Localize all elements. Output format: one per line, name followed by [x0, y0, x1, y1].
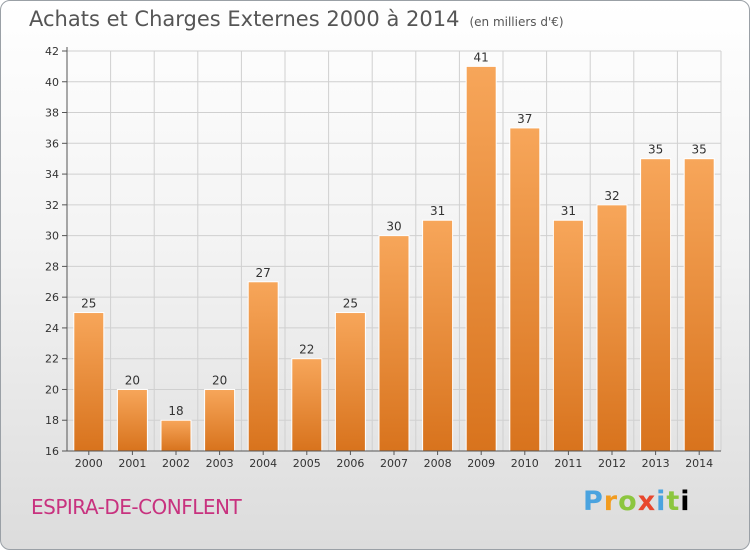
bar — [596, 204, 628, 452]
value-label: 30 — [386, 220, 401, 234]
x-tick-label: 2007 — [380, 457, 408, 470]
y-tick-label: 22 — [45, 353, 59, 366]
bar — [73, 312, 105, 452]
value-label: 25 — [81, 297, 96, 311]
x-tick-label: 2000 — [75, 457, 103, 470]
value-label: 25 — [343, 297, 358, 311]
value-label: 20 — [212, 373, 227, 387]
value-label: 35 — [648, 143, 663, 157]
bar — [465, 65, 497, 452]
proxiti-logo[interactable]: Proxiti — [583, 486, 691, 517]
x-tick-label: 2010 — [511, 457, 539, 470]
bar — [247, 281, 279, 452]
bar — [160, 419, 192, 452]
value-label: 20 — [125, 373, 140, 387]
y-tick-label: 28 — [45, 260, 59, 273]
x-tick-label: 2001 — [118, 457, 146, 470]
chart-title: Achats et Charges Externes 2000 à 2014 (e… — [29, 7, 564, 31]
title-text: Achats et Charges Externes 2000 à 2014 — [29, 7, 460, 31]
value-label: 31 — [430, 204, 445, 218]
value-label: 32 — [604, 189, 619, 203]
y-tick-label: 30 — [45, 230, 59, 243]
bar — [204, 388, 236, 452]
x-tick-label: 2009 — [467, 457, 495, 470]
value-label: 31 — [561, 204, 576, 218]
commune-name: ESPIRA-DE-CONFLENT — [31, 495, 242, 519]
value-label: 18 — [168, 404, 183, 418]
bar — [378, 235, 410, 452]
y-tick-label: 40 — [45, 76, 59, 89]
x-tick-label: 2013 — [642, 457, 670, 470]
y-tick-label: 32 — [45, 199, 59, 212]
y-tick-label: 26 — [45, 291, 59, 304]
x-tick-label: 2008 — [424, 457, 452, 470]
y-tick-label: 18 — [45, 414, 59, 427]
bar — [422, 219, 454, 452]
y-tick-label: 42 — [45, 45, 59, 58]
value-label: 37 — [517, 112, 532, 126]
bar — [509, 127, 541, 452]
x-tick-label: 2006 — [336, 457, 364, 470]
value-label: 35 — [692, 143, 707, 157]
x-tick-label: 2002 — [162, 457, 190, 470]
value-label: 27 — [256, 266, 271, 280]
bar — [683, 158, 715, 452]
y-tick-label: 34 — [45, 168, 59, 181]
y-tick-label: 36 — [45, 137, 59, 150]
bar — [640, 158, 672, 452]
x-tick-label: 2012 — [598, 457, 626, 470]
bar — [116, 388, 148, 452]
bar — [334, 312, 366, 452]
x-tick-label: 2014 — [685, 457, 713, 470]
y-tick-label: 20 — [45, 383, 59, 396]
value-label: 41 — [474, 50, 489, 64]
unit-label: (en milliers d'€) — [469, 15, 564, 29]
value-label: 22 — [299, 343, 314, 357]
x-tick-label: 2004 — [249, 457, 277, 470]
x-tick-label: 2011 — [554, 457, 582, 470]
y-tick-label: 24 — [45, 322, 59, 335]
y-tick-label: 38 — [45, 107, 59, 120]
x-tick-label: 2005 — [293, 457, 321, 470]
y-tick-label: 16 — [45, 445, 59, 458]
bar — [291, 358, 323, 452]
x-tick-label: 2003 — [206, 457, 234, 470]
bar — [552, 219, 584, 452]
